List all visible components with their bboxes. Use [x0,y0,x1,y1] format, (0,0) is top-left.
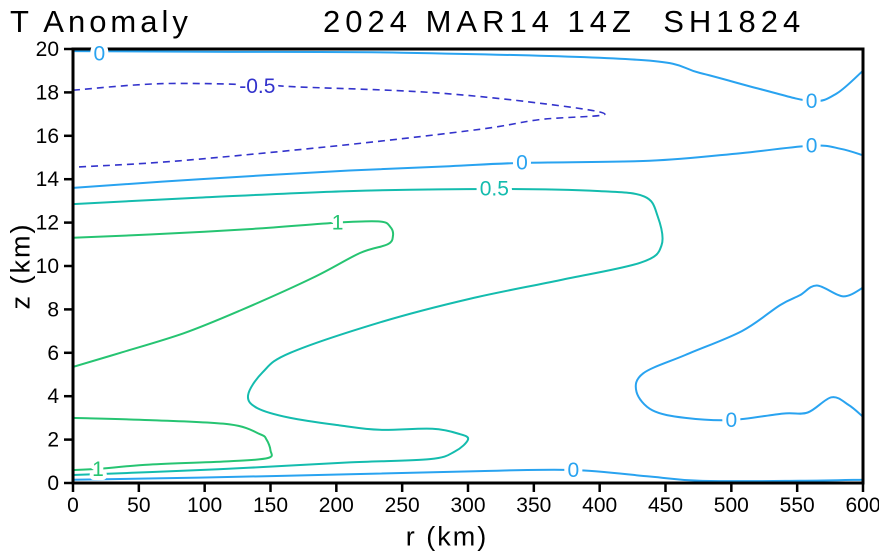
x-tick-label: 250 [385,494,420,517]
plot-title-variable: T Anomaly [10,4,192,39]
y-tick-label: 8 [47,298,59,321]
x-tick-label: 350 [516,494,551,517]
x-tick-label: 50 [127,494,150,517]
y-tick-label: 2 [47,429,59,452]
x-tick-label: 450 [648,494,683,517]
contour-label-level-0.5: 0.5 [480,178,509,201]
y-axis-label: z (km) [5,222,36,310]
x-tick-label: 100 [187,494,222,517]
contour-label-level-0: 0 [567,459,579,482]
contour-path-level--0.5 [73,82,606,169]
contour-path-level-0.5 [73,187,664,476]
contour-path-level-0 [73,144,863,189]
y-tick-label: 6 [47,342,59,365]
x-axis-label: r (km) [405,521,489,552]
x-tick-label: 300 [450,494,485,517]
contour-path-level-0 [73,50,863,103]
contour-path-level-1 [73,416,273,471]
x-tick-label: 550 [780,494,815,517]
contour-label-level-0: 0 [806,135,818,158]
contour-path-level-0 [634,284,863,422]
x-tick-label: 600 [845,494,879,517]
contour-label-level-1: 1 [332,212,344,235]
contour-path-level-0 [73,468,863,483]
contour-path-level-1 [73,220,395,368]
x-tick-label: 0 [67,494,79,517]
x-tick-label: 200 [319,494,354,517]
x-tick-label: 500 [714,494,749,517]
x-tick-label: 400 [582,494,617,517]
contour-label-level-0: 0 [93,42,105,65]
y-tick-label: 4 [47,385,59,408]
contour-label-level-0: 0 [806,90,818,113]
contour-label-level-0: 0 [516,152,528,175]
y-tick-label: 10 [36,255,59,278]
plot-title-datetime-storm: 2024 MAR14 14Z SH1824 [323,4,806,39]
contour-lines [73,50,863,483]
y-tick-label: 12 [36,212,59,235]
contour-label-level-0: 0 [725,409,737,432]
y-tick-label: 20 [36,38,59,61]
contour-label-level-1: 1 [92,458,104,481]
x-tick-label: 150 [253,494,288,517]
y-tick-label: 16 [36,125,59,148]
y-tick-label: 0 [47,472,59,495]
y-tick-label: 14 [36,168,60,191]
y-tick-label: 18 [36,81,59,104]
contour-label-level--0.5: -0.5 [239,75,275,98]
